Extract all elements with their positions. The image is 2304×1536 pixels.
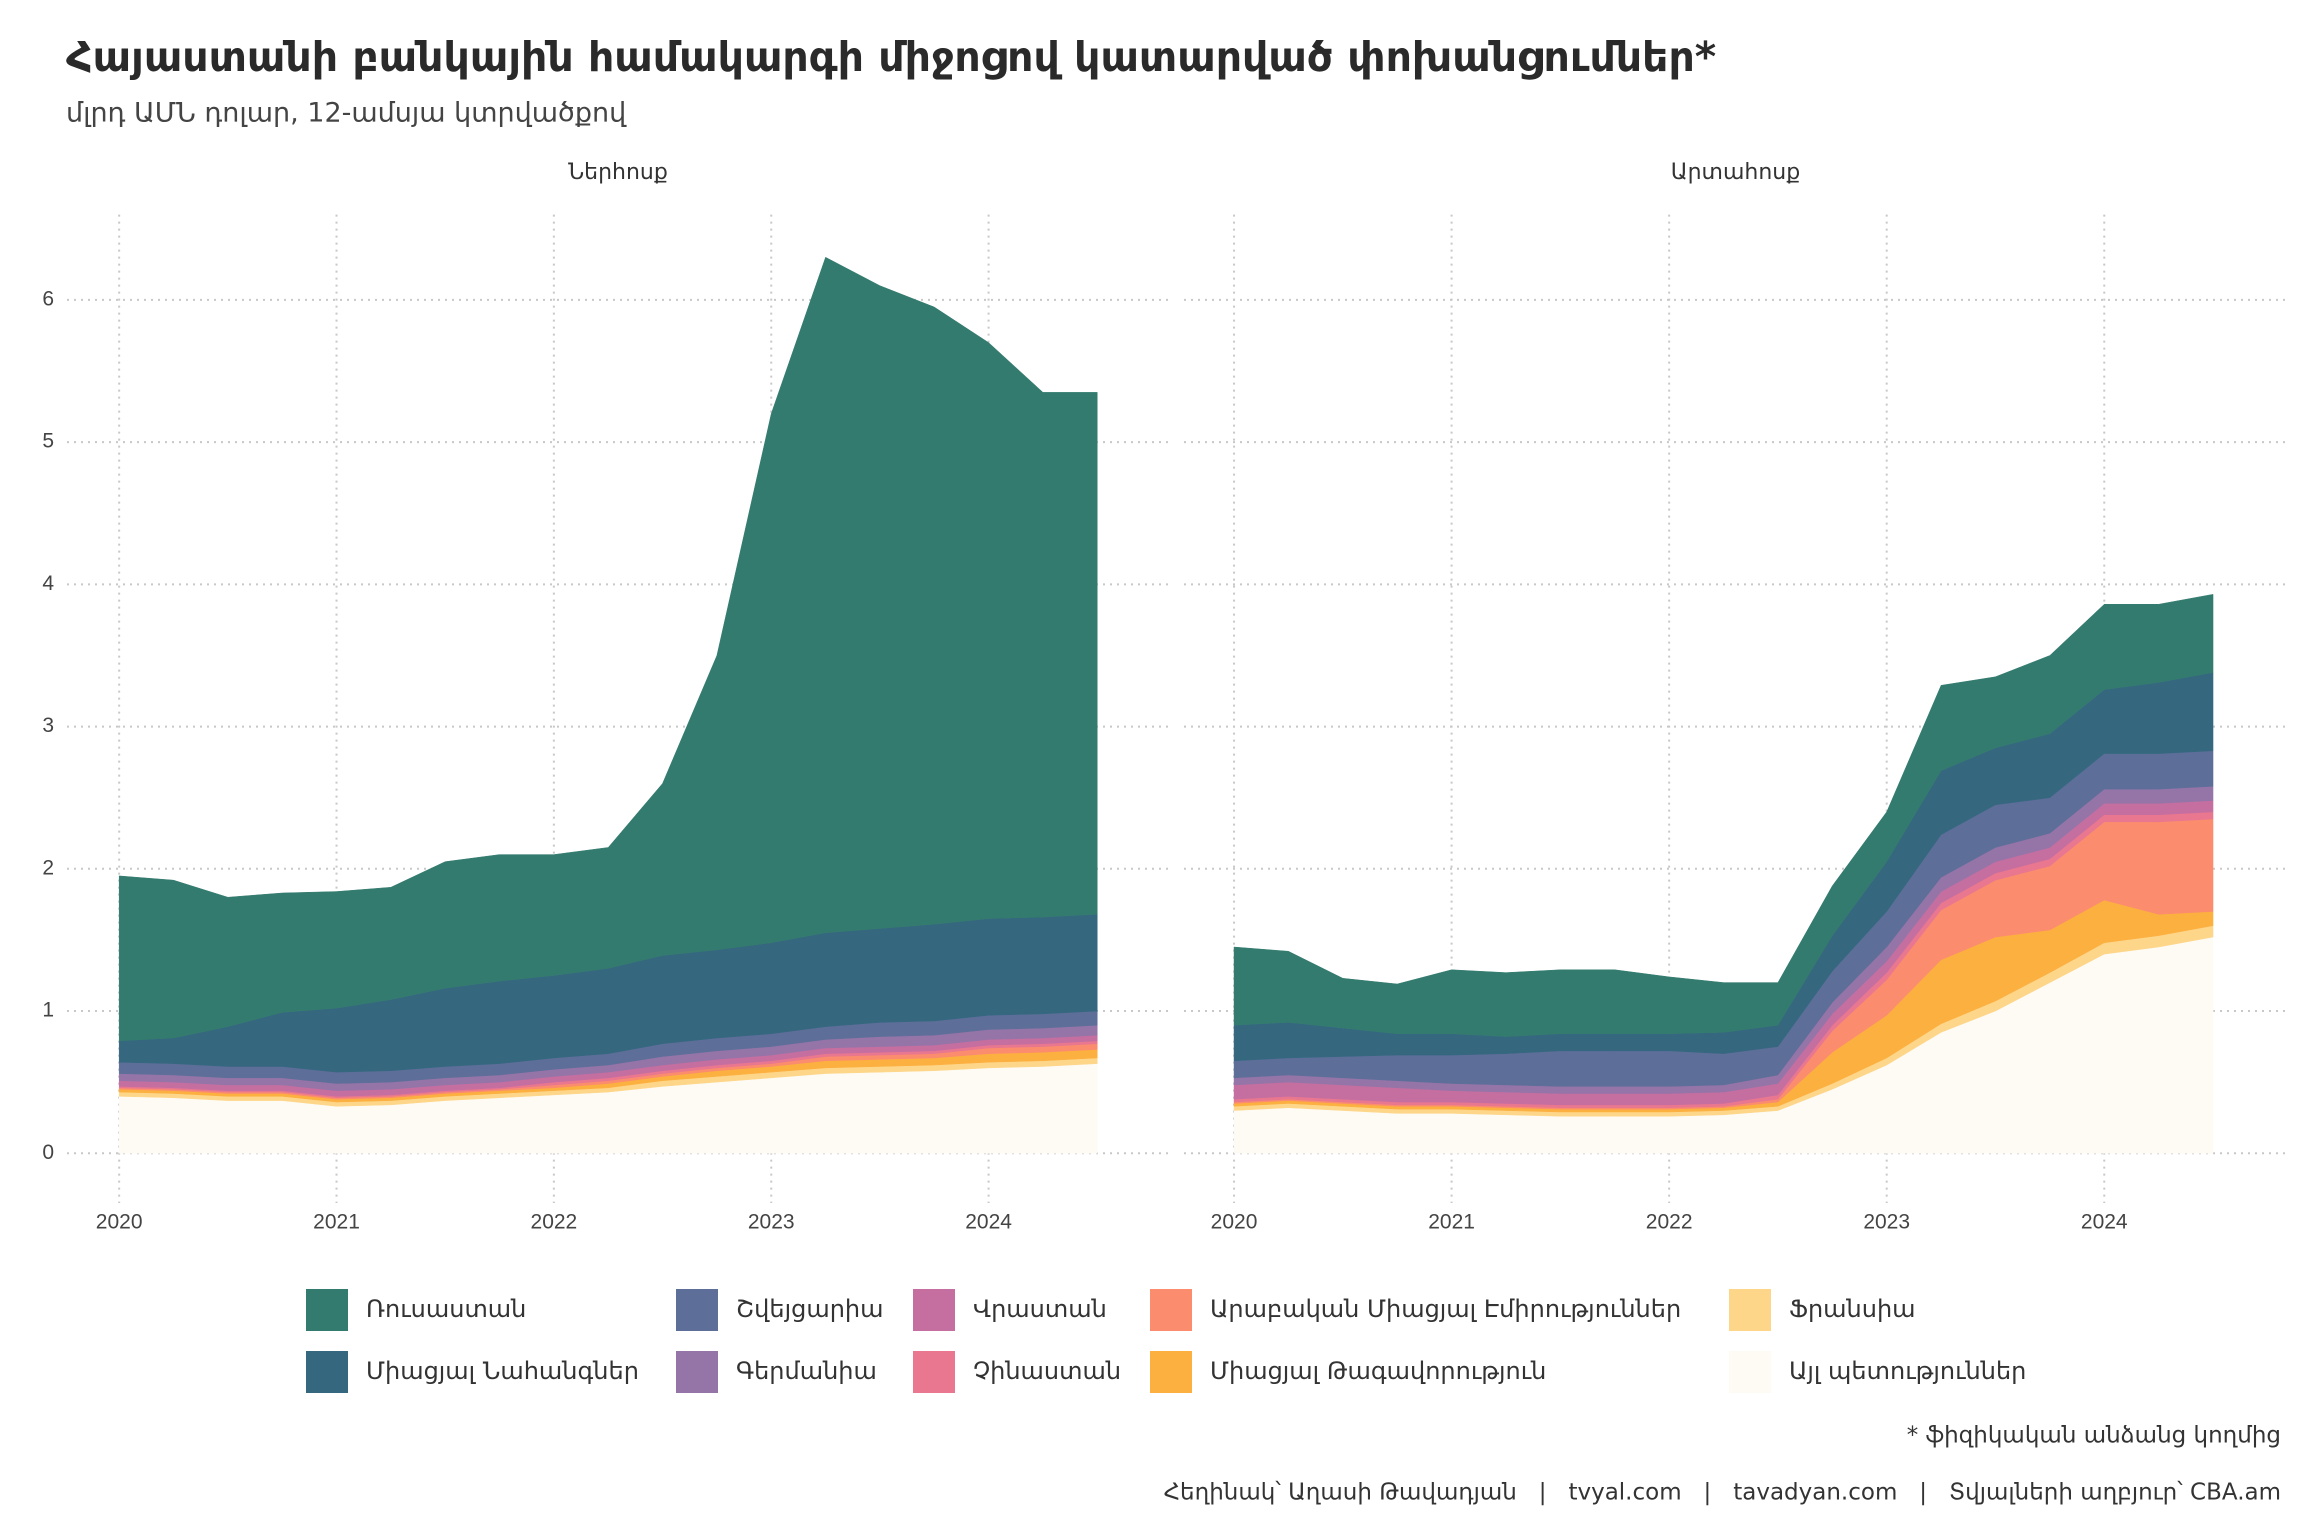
x-tick-label: 2024 <box>2081 1211 2128 1234</box>
area <box>1233 594 2214 1037</box>
legend-label: Ֆրանսիա <box>1789 1295 1916 1323</box>
y-tick-label: 2 <box>42 856 54 879</box>
legend-label: Գերմանիա <box>736 1357 877 1385</box>
legend-swatch <box>913 1289 955 1331</box>
panel-title: Ներհոսք <box>568 160 668 185</box>
legend-label: Արաբական Միացյալ Էմիրություններ <box>1210 1295 1681 1323</box>
footnote: * ֆիզիկական անձանց կողմից <box>1907 1423 2281 1449</box>
legend-label: Այլ պետություններ <box>1789 1357 2026 1385</box>
x-tick-label: 2023 <box>1863 1211 1910 1234</box>
legend-swatch <box>306 1351 348 1393</box>
legend-swatch <box>1729 1289 1771 1331</box>
y-tick-label: 4 <box>42 572 54 595</box>
y-tick-label: 1 <box>42 999 54 1022</box>
x-tick-label: 2022 <box>1646 1211 1693 1234</box>
legend-label: Շվեյցարիա <box>736 1295 884 1323</box>
panel-title: Արտահոսք <box>1671 160 1800 185</box>
legend-swatch <box>676 1351 718 1393</box>
legend-label: Ռուսաստան <box>366 1295 526 1323</box>
credits: Հեղինակ՝ Աղասի Թավադյան | tvyal.com | ta… <box>1164 1480 2281 1506</box>
x-tick-label: 2022 <box>531 1211 578 1234</box>
chart-title: Հայաստանի բանկային համակարգի միջոցով կատ… <box>66 33 1716 81</box>
x-tick-label: 2024 <box>965 1211 1012 1234</box>
legend-label: Միացյալ Նահանգներ <box>366 1357 639 1385</box>
x-tick-label: 2021 <box>313 1211 360 1234</box>
x-tick-label: 2021 <box>1428 1211 1475 1234</box>
legend-swatch <box>1150 1351 1192 1393</box>
legend-label: Չինաստան <box>973 1357 1121 1385</box>
y-tick-label: 0 <box>42 1141 54 1164</box>
x-tick-label: 2020 <box>1211 1211 1258 1234</box>
legend-swatch <box>306 1289 348 1331</box>
x-tick-label: 2023 <box>748 1211 795 1234</box>
chart-subtitle: մլրդ ԱՄՆ դոլար, 12-ամսյա կտրվածքով <box>66 98 627 129</box>
legend-swatch <box>913 1351 955 1393</box>
y-tick-label: 3 <box>42 714 54 737</box>
legend-label: Վրաստան <box>973 1295 1107 1323</box>
legend-swatch <box>1150 1289 1192 1331</box>
y-tick-label: 5 <box>42 430 54 453</box>
y-tick-label: 6 <box>42 287 54 310</box>
area <box>118 256 1098 1042</box>
legend-label: Միացյալ Թագավորություն <box>1210 1357 1546 1385</box>
x-tick-label: 2020 <box>96 1211 143 1234</box>
legend-swatch <box>676 1289 718 1331</box>
legend-swatch <box>1729 1351 1771 1393</box>
